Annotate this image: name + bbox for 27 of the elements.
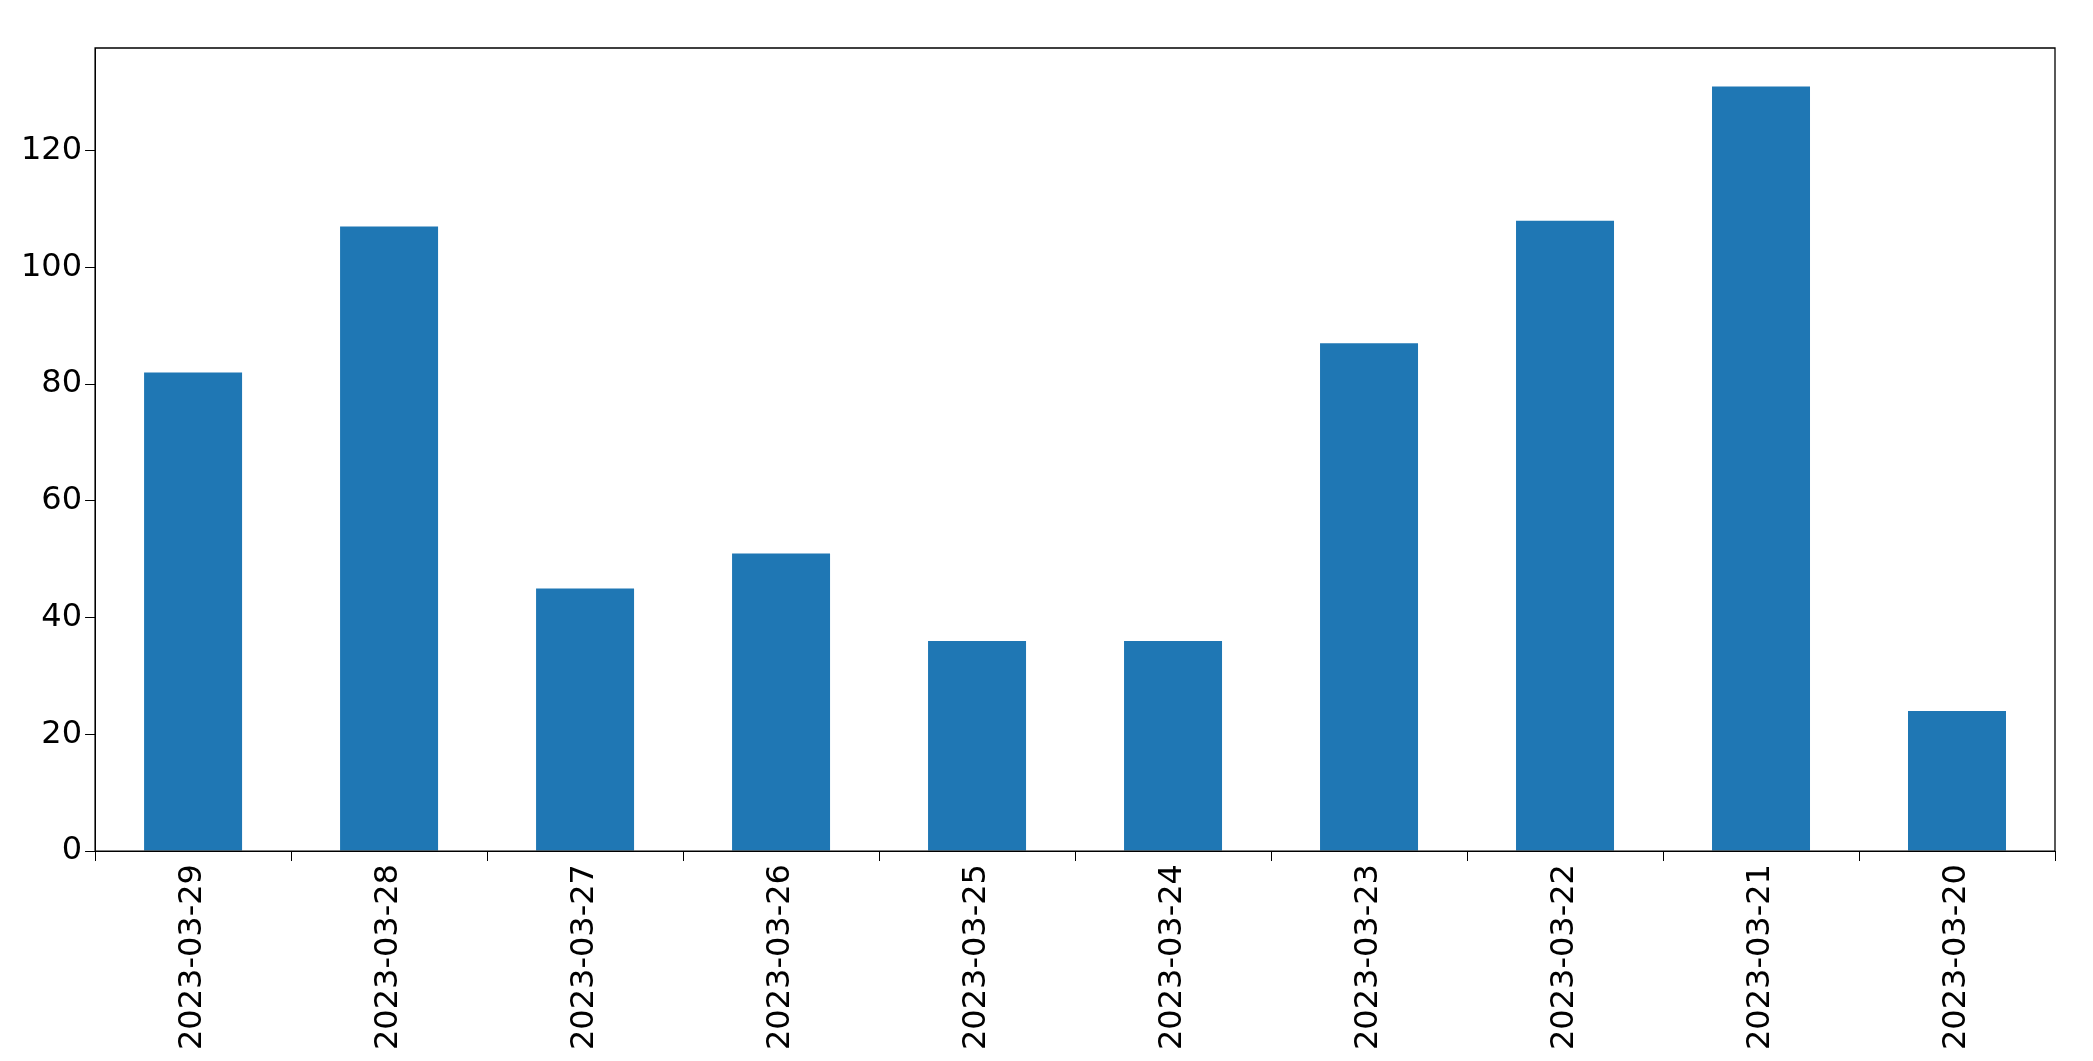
y-tick-label: 40 xyxy=(41,595,83,634)
bar xyxy=(1320,343,1419,851)
x-tick-label: 2023-03-27 xyxy=(563,864,602,1050)
x-tick-label: 2023-03-21 xyxy=(1739,864,1778,1050)
x-tick-label: 2023-03-29 xyxy=(171,864,210,1050)
bar xyxy=(536,588,635,851)
y-tick-label: 100 xyxy=(21,245,83,284)
x-tick-label: 2023-03-22 xyxy=(1543,864,1582,1050)
x-tick-label: 2023-03-23 xyxy=(1347,864,1386,1050)
y-tick-label: 20 xyxy=(41,712,83,751)
y-tick-label: 120 xyxy=(21,129,83,168)
bar xyxy=(732,553,831,851)
y-tick-label: 60 xyxy=(41,479,83,518)
bar xyxy=(1712,86,1811,851)
x-tick-label: 2023-03-28 xyxy=(367,864,406,1050)
y-tick-label: 80 xyxy=(41,362,83,401)
x-tick-label: 2023-03-26 xyxy=(759,864,798,1050)
bar xyxy=(1124,640,1223,851)
y-tick-label: 0 xyxy=(61,829,83,868)
bar xyxy=(340,226,439,851)
bar xyxy=(928,640,1027,851)
bar xyxy=(144,372,243,851)
bar xyxy=(1516,220,1615,851)
x-tick-label: 2023-03-24 xyxy=(1151,864,1190,1050)
x-tick-label: 2023-03-25 xyxy=(955,864,994,1050)
bar xyxy=(1908,710,2006,851)
x-tick-label: 2023-03-20 xyxy=(1935,864,1974,1050)
